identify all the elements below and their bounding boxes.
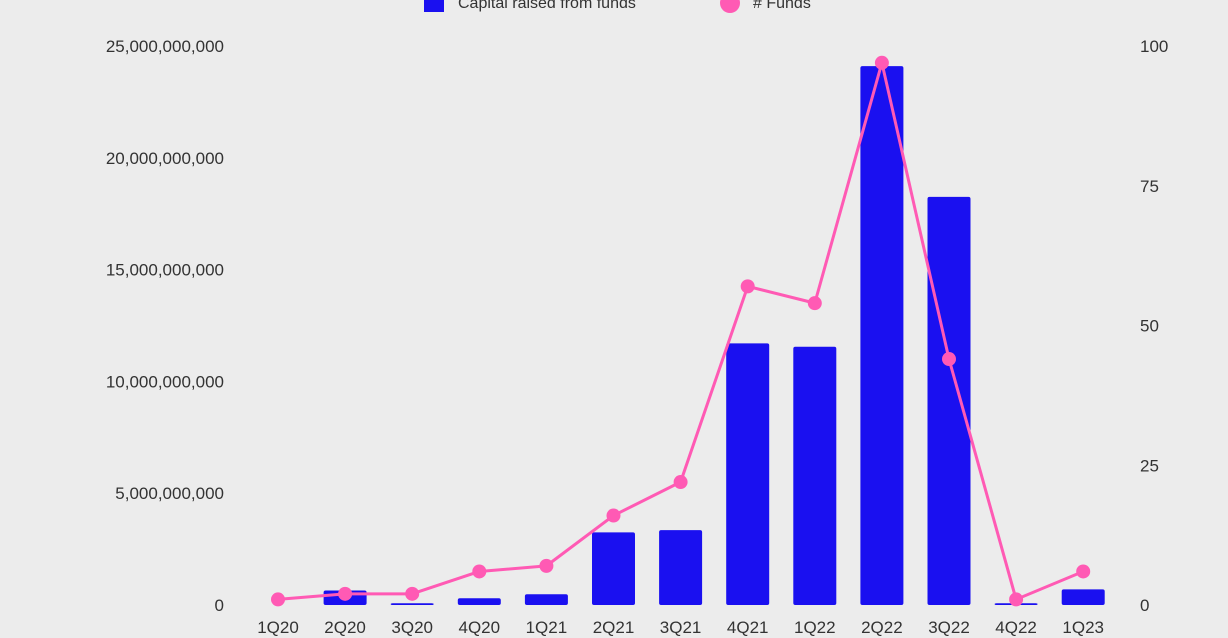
funds-point-1Q20 [271, 592, 285, 607]
x-axis-tick-label: 3Q20 [391, 618, 433, 637]
bar-2Q22 [860, 66, 904, 605]
x-axis-tick-label: 4Q21 [727, 618, 769, 637]
x-axis-tick-label: 4Q20 [459, 618, 501, 637]
funds-point-3Q21 [673, 475, 688, 490]
bar-2Q21 [592, 532, 635, 605]
right-axis-tick-label: 0 [1140, 596, 1149, 615]
bar-1Q23 [1061, 589, 1105, 605]
x-axis-tick-label: 3Q22 [928, 618, 970, 637]
line-series [271, 55, 1091, 607]
left-axis-tick-label: 25,000,000,000 [106, 37, 224, 56]
x-axis-tick-label: 4Q22 [995, 618, 1037, 637]
left-axis-tick-label: 5,000,000,000 [115, 484, 224, 503]
x-axis: 1Q20 2Q20 3Q20 4Q20 1Q21 2Q21 3Q21 4Q21 1Q22 2Q22… [257, 618, 1104, 637]
bar-3Q21 [659, 530, 703, 605]
bar-3Q20 [390, 603, 434, 605]
legend-label-capital: Capital raised from funds [458, 0, 636, 12]
legend-label-funds: # Funds [753, 0, 811, 12]
funds-point-4Q22 [1009, 592, 1024, 607]
x-axis-tick-label: 2Q20 [324, 618, 366, 637]
left-axis-tick-label: 15,000,000,000 [106, 261, 224, 280]
right-axis-tick-label: 75 [1140, 177, 1159, 196]
bar-1Q22 [793, 346, 837, 605]
bar-4Q21 [726, 343, 770, 605]
funds-point-3Q20 [405, 586, 420, 601]
x-axis-tick-label: 1Q23 [1062, 618, 1104, 637]
funds-point-4Q20 [472, 564, 487, 579]
right-axis-tick-label: 50 [1140, 317, 1159, 336]
right-axis-tick-label: 100 [1140, 37, 1168, 56]
funds-point-1Q23 [1076, 564, 1091, 579]
bar-3Q22 [927, 196, 971, 605]
left-axis-tick-label: 20,000,000,000 [106, 149, 224, 168]
left-axis-tick-label: 10,000,000,000 [106, 372, 224, 391]
funds-point-3Q22 [942, 352, 956, 367]
bar-4Q20 [457, 598, 501, 605]
bar-1Q21 [524, 594, 568, 605]
right-axis-tick-label: 25 [1140, 456, 1159, 475]
x-axis-tick-label: 3Q21 [660, 618, 702, 637]
funds-point-1Q22 [807, 296, 822, 311]
funds-point-4Q21 [740, 279, 755, 294]
bar-series [323, 66, 1105, 605]
funds-point-2Q22 [874, 55, 889, 70]
funds-point-1Q21 [539, 558, 554, 573]
funds-point-2Q20 [338, 586, 353, 601]
left-axis: 0 5,000,000,000 10,000,000,000 15,000,000,0… [106, 37, 224, 615]
funds-point-2Q21 [606, 508, 621, 523]
left-axis-tick-label: 0 [215, 596, 224, 615]
legend: Capital raised from funds # Funds [424, 0, 811, 13]
x-axis-tick-label: 1Q21 [526, 618, 568, 637]
x-axis-tick-label: 2Q21 [593, 618, 635, 637]
x-axis-tick-label: 2Q22 [861, 618, 903, 637]
x-axis-tick-label: 1Q22 [794, 618, 836, 637]
right-axis: 0 25 50 75 100 [1140, 37, 1168, 615]
legend-line-swatch [720, 0, 740, 13]
x-axis-tick-label: 1Q20 [257, 618, 299, 637]
legend-bar-swatch [424, 0, 444, 12]
